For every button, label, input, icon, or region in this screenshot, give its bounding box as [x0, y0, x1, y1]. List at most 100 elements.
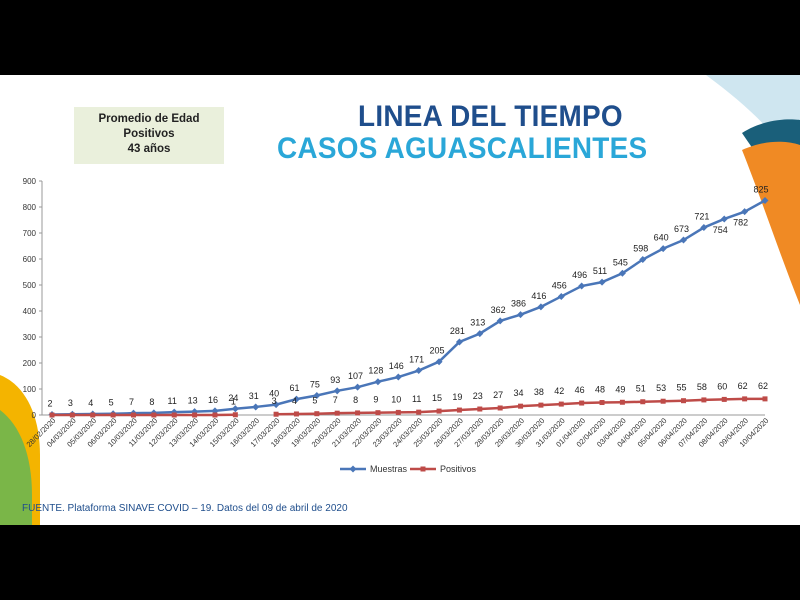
legend-label-positivos: Positivos — [440, 464, 477, 474]
data-label-positivos: 15 — [432, 393, 442, 403]
data-label-muestras: 24 — [228, 393, 238, 403]
legend-marker-muestras — [349, 465, 357, 473]
y-tick-label: 400 — [23, 307, 37, 316]
point-positivos — [151, 412, 157, 418]
point-positivos — [762, 396, 768, 402]
point-muestras — [476, 330, 484, 338]
y-tick-label: 300 — [23, 333, 37, 342]
data-label-positivos: 27 — [493, 390, 503, 400]
point-positivos — [212, 412, 218, 418]
data-label-positivos: 23 — [473, 391, 483, 401]
point-positivos — [660, 398, 666, 404]
point-positivos — [497, 405, 503, 411]
data-label-muestras: 386 — [511, 299, 526, 309]
deco-green-band — [0, 410, 32, 525]
point-muestras — [292, 395, 300, 403]
data-label-muestras: 313 — [470, 318, 485, 328]
series-line-muestras — [51, 199, 766, 416]
data-label-positivos: 46 — [575, 385, 585, 395]
y-tick-label: 100 — [23, 385, 37, 394]
y-tick-label: 500 — [23, 281, 37, 290]
data-label-positivos: 11 — [412, 394, 421, 404]
deco-light-band — [706, 75, 800, 195]
point-positivos — [619, 399, 625, 405]
point-positivos — [701, 397, 707, 403]
deco-orange-band — [742, 141, 800, 305]
source-note: FUENTE. Plataforma SINAVE COVID – 19. Da… — [22, 503, 348, 514]
point-positivos — [90, 412, 96, 418]
data-label-positivos: 55 — [677, 383, 687, 393]
point-positivos — [538, 402, 544, 408]
point-positivos — [171, 412, 177, 418]
point-muestras — [496, 317, 504, 325]
data-label-positivos: 7 — [333, 395, 338, 405]
point-positivos — [273, 411, 279, 417]
data-label-muestras: 511 — [593, 266, 607, 276]
point-positivos — [314, 411, 320, 417]
data-label-positivos: 10 — [391, 394, 401, 404]
point-positivos — [518, 403, 524, 409]
data-label-muestras: 8 — [149, 397, 154, 407]
data-label-muestras: 362 — [491, 305, 506, 315]
data-label-positivos: 60 — [717, 381, 727, 391]
point-muestras — [231, 405, 239, 413]
age-box-line1: Promedio de Edad — [98, 113, 200, 125]
point-positivos — [49, 412, 55, 418]
data-label-muestras: 107 — [348, 371, 363, 381]
point-positivos — [130, 412, 136, 418]
data-label-muestras: 171 — [409, 355, 424, 365]
point-positivos — [69, 412, 75, 418]
y-tick-label: 900 — [23, 177, 37, 186]
point-positivos — [436, 408, 442, 414]
point-muestras — [333, 387, 341, 395]
data-label-positivos: 9 — [373, 395, 378, 405]
data-label-positivos: 42 — [554, 386, 564, 396]
point-positivos — [456, 407, 462, 413]
y-tick-label: 200 — [23, 359, 37, 368]
point-positivos — [681, 398, 687, 404]
title-line2: CASOS AGUASCALIENTES — [277, 132, 648, 165]
point-muestras — [680, 236, 688, 244]
point-muestras — [374, 378, 382, 386]
point-muestras — [700, 224, 708, 232]
point-positivos — [416, 409, 422, 415]
point-muestras — [272, 401, 280, 409]
data-label-muestras: 754 — [713, 225, 728, 235]
y-tick-label: 0 — [32, 411, 37, 420]
data-label-muestras: 640 — [654, 233, 669, 243]
data-label-muestras: 456 — [552, 280, 567, 290]
age-box-line2: Positivos — [123, 128, 175, 140]
data-label-positivos: 58 — [697, 382, 707, 392]
data-label-positivos: 53 — [656, 383, 666, 393]
point-positivos — [742, 396, 748, 402]
data-label-positivos: 5 — [312, 396, 317, 406]
data-label-muestras: 545 — [613, 257, 628, 267]
data-label-muestras: 825 — [753, 185, 768, 195]
point-positivos — [375, 410, 381, 416]
point-muestras — [557, 292, 565, 300]
point-muestras — [354, 383, 362, 391]
y-tick-label: 800 — [23, 203, 37, 212]
data-label-muestras: 146 — [389, 361, 404, 371]
age-info-box: Promedio de Edad Positivos 43 años — [74, 107, 224, 164]
data-label-muestras: 61 — [289, 383, 299, 393]
data-label-muestras: 782 — [733, 218, 748, 228]
point-muestras — [394, 373, 402, 381]
data-label-muestras: 75 — [310, 380, 320, 390]
point-muestras — [761, 197, 769, 204]
point-muestras — [252, 403, 260, 411]
data-label-muestras: 673 — [674, 224, 689, 234]
data-label-muestras: 2 — [47, 398, 52, 408]
data-label-muestras: 416 — [531, 291, 546, 301]
data-label-muestras: 4 — [88, 398, 93, 408]
legend-marker-positivos — [420, 466, 426, 472]
point-muestras — [741, 208, 749, 216]
data-label-muestras: 598 — [633, 244, 648, 254]
y-tick-label: 700 — [23, 229, 37, 238]
data-label-positivos: 1 — [231, 397, 236, 407]
point-positivos — [721, 396, 727, 402]
point-positivos — [110, 412, 116, 418]
age-box-line3: 43 años — [127, 143, 171, 155]
point-positivos — [355, 410, 361, 416]
line-chart: 010020030040050060070080090028/02/202004… — [23, 177, 771, 474]
